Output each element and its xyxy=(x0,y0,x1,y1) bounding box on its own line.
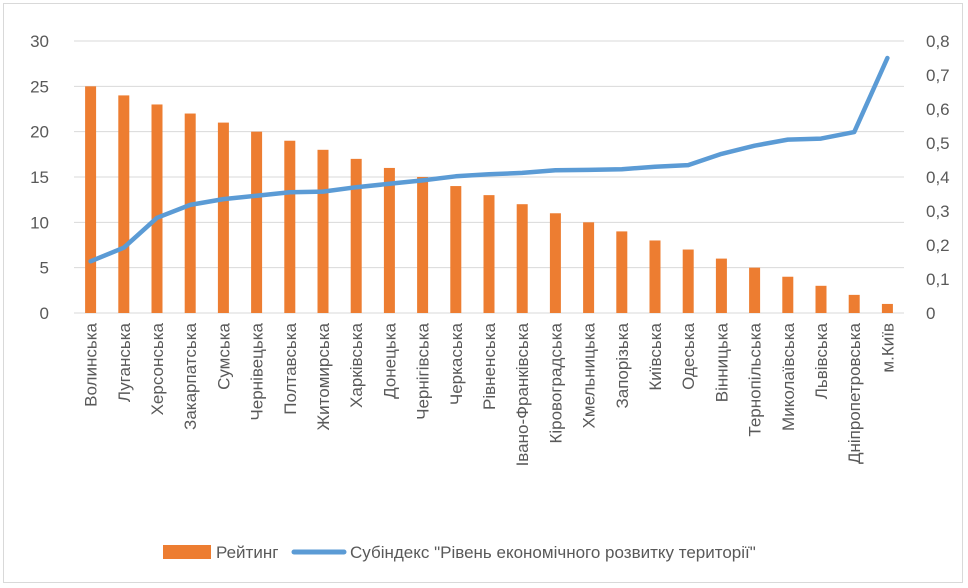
bar-rating xyxy=(583,222,595,313)
bar-rating xyxy=(251,131,263,313)
right-axis-tick-label: 0,6 xyxy=(926,100,950,119)
bar-rating xyxy=(881,303,893,313)
right-axis-tick-label: 0,8 xyxy=(926,32,950,51)
bar-rating xyxy=(483,195,495,313)
category-label: Кіровоградська xyxy=(546,322,565,443)
category-label: Рівненська xyxy=(480,322,499,410)
left-axis-tick-label: 0 xyxy=(40,304,49,323)
left-axis-tick-label: 15 xyxy=(30,168,49,187)
left-axis-tick-label: 30 xyxy=(30,32,49,51)
gridlines xyxy=(74,40,904,314)
category-label: Сумська xyxy=(214,322,233,389)
bar-rating xyxy=(815,285,827,313)
line-series-subindex xyxy=(88,55,890,264)
bar-rating xyxy=(151,104,163,313)
category-label: Хмельницька xyxy=(580,322,599,428)
bar-rating xyxy=(217,122,229,313)
left-axis-tick-label: 10 xyxy=(30,213,49,232)
legend-label-rating: Рейтинг xyxy=(216,543,278,562)
chart-frame xyxy=(3,3,963,583)
category-label: Дніпропетровська xyxy=(845,322,864,464)
category-label: Тернопільська xyxy=(746,322,765,436)
bar-rating xyxy=(184,113,196,314)
category-label: м.Київ xyxy=(878,323,897,373)
category-label: Херсонська xyxy=(148,322,167,415)
category-label: Луганська xyxy=(115,322,134,402)
bar-rating xyxy=(848,294,860,313)
category-labels: Волинська Луганська Херсонська Закарпатська… xyxy=(82,322,898,466)
category-label: Черкаська xyxy=(447,322,466,405)
right-axis-tick-label: 0,2 xyxy=(926,236,950,255)
category-label: Запорізька xyxy=(613,322,632,408)
category-label: Чернівецька xyxy=(248,322,267,420)
right-axis-ticks: 0 0,1 0,2 0,3 0,4 0,5 0,6 0,7 0,8 xyxy=(926,32,950,323)
bar-rating xyxy=(284,140,296,313)
right-axis-tick-label: 0,7 xyxy=(926,66,950,85)
left-axis-tick-label: 25 xyxy=(30,77,49,96)
legend-label-subindex: Субіндекс "Рівень економічного розвитку … xyxy=(350,543,756,562)
bar-rating xyxy=(616,231,628,313)
bar-rating xyxy=(350,158,362,313)
bar-rating xyxy=(682,249,694,313)
category-label: Волинська xyxy=(82,322,101,406)
category-label: Одеська xyxy=(679,322,698,389)
category-label: Київська xyxy=(646,322,665,390)
category-label: Львівська xyxy=(812,322,831,399)
bar-rating xyxy=(317,149,329,313)
bar-rating xyxy=(417,177,429,313)
left-axis-ticks: 0 5 10 15 20 25 30 xyxy=(30,32,49,323)
bar-rating xyxy=(549,213,561,313)
bar-rating xyxy=(649,240,661,313)
bar-rating xyxy=(450,186,462,313)
category-label: Івано-Франківська xyxy=(513,322,532,466)
category-label: Чернігівська xyxy=(414,322,433,419)
left-axis-tick-label: 5 xyxy=(40,259,49,278)
line-subindex xyxy=(88,55,890,264)
category-label: Миколаївська xyxy=(779,322,798,430)
legend: Рейтинг Субіндекс "Рівень економічного р… xyxy=(163,543,756,562)
bar-series-rating xyxy=(85,86,893,314)
bar-rating xyxy=(118,95,130,314)
category-label: Донецька xyxy=(380,322,399,398)
bar-rating xyxy=(85,86,97,313)
right-axis-tick-label: 0,5 xyxy=(926,134,950,153)
category-label: Закарпатська xyxy=(181,322,200,429)
legend-swatch-rating xyxy=(163,545,211,559)
bar-rating xyxy=(749,267,761,313)
bar-rating xyxy=(715,258,727,313)
bar-rating xyxy=(383,167,395,313)
category-label: Вінницька xyxy=(712,322,731,402)
right-axis-tick-label: 0 xyxy=(926,304,935,323)
bar-rating xyxy=(782,276,794,313)
category-label: Полтавська xyxy=(281,322,300,414)
right-axis-tick-label: 0,1 xyxy=(926,270,950,289)
category-label: Житомирська xyxy=(314,322,333,430)
right-axis-tick-label: 0,4 xyxy=(926,168,950,187)
category-label: Харківська xyxy=(347,322,366,407)
left-axis-tick-label: 20 xyxy=(30,123,49,142)
bar-rating xyxy=(516,204,528,313)
right-axis-tick-label: 0,3 xyxy=(926,202,950,221)
